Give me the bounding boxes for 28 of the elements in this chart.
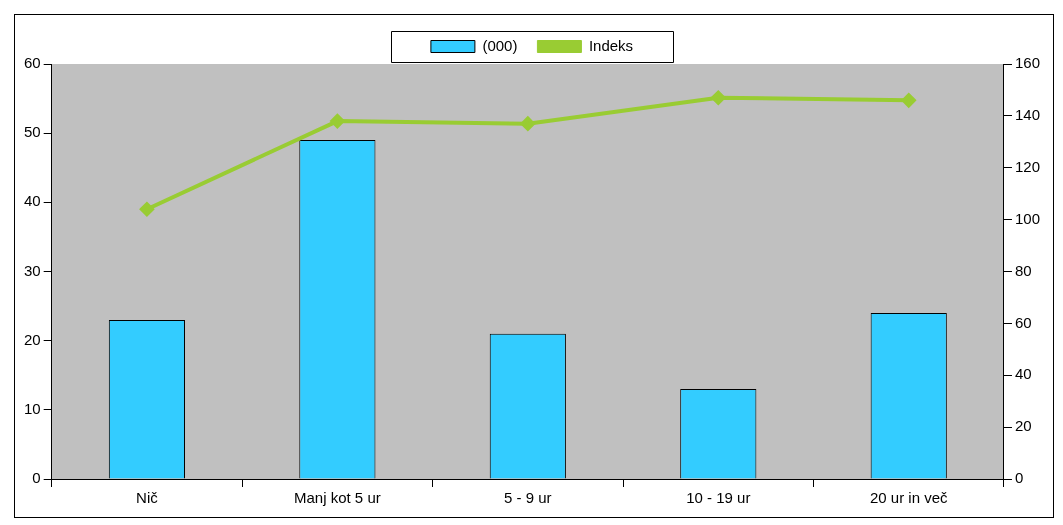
point: [330, 114, 345, 129]
y2-tick-label: 100: [1014, 209, 1040, 227]
y2-tick-label: 0: [1014, 469, 1024, 487]
y2-tick-label: 40: [1014, 365, 1032, 383]
x-tick-label: Manj kot 5 ur: [294, 489, 381, 507]
y-tick-label: 10: [24, 399, 41, 417]
y-tick-label: 20: [24, 330, 41, 348]
y-tick-label: 30: [24, 261, 41, 279]
y2-tick-label: 120: [1014, 157, 1040, 175]
y2-tick-label: 140: [1014, 106, 1040, 124]
point: [901, 93, 916, 108]
legend-label: (000): [482, 36, 518, 54]
y-tick-label: 0: [32, 469, 41, 487]
point: [139, 202, 154, 217]
point: [711, 90, 726, 105]
x-tick-label: 20 ur in več: [869, 489, 949, 507]
y-tick-label: 50: [24, 123, 41, 141]
legend-label: Indeks: [588, 36, 634, 54]
x-tick-label: 10 - 19 ur: [686, 489, 751, 507]
x-tick-label: 5 - 9 ur: [504, 489, 552, 507]
point: [520, 116, 535, 131]
y2-tick-label: 80: [1014, 261, 1032, 279]
y2-tick-label: 20: [1014, 417, 1032, 435]
y2-tick-label: 60: [1014, 313, 1032, 331]
y-tick-label: 60: [24, 54, 41, 72]
x-tick-label: Nič: [136, 489, 159, 507]
y-tick-label: 40: [24, 192, 41, 210]
y2-tick-label: 160: [1014, 54, 1040, 72]
